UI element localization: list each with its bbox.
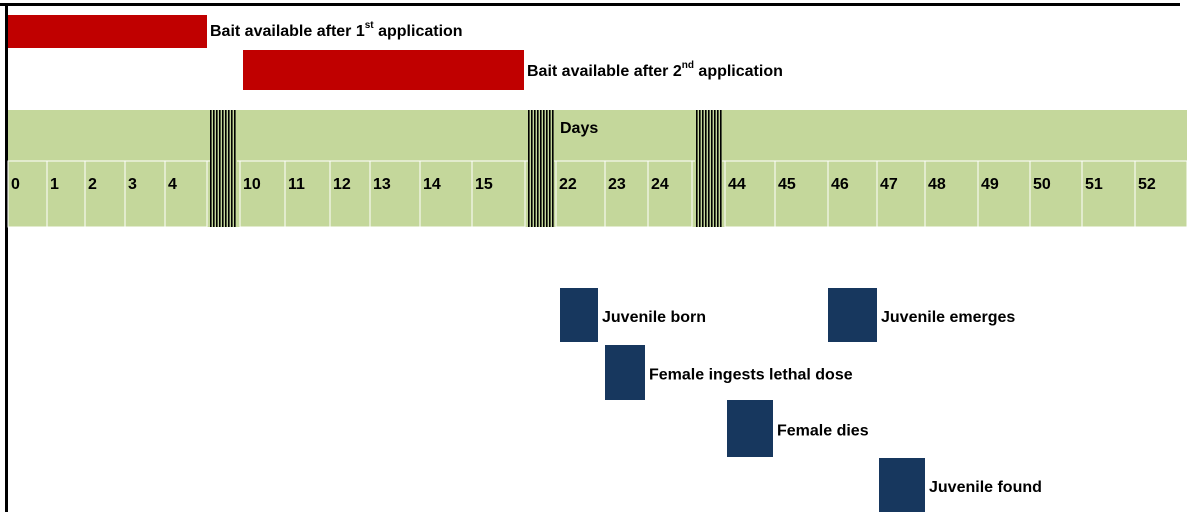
bait-label-main: Bait available after 2 — [527, 63, 682, 80]
day-label: 15 — [475, 176, 493, 193]
event-marker — [879, 458, 925, 512]
bait-label-main: Bait available after 1 — [210, 23, 365, 40]
event-label: Female ingests lethal dose — [649, 367, 853, 384]
event-label: Female dies — [777, 423, 869, 440]
day-label: 51 — [1085, 176, 1103, 193]
event-label: Juvenile found — [929, 479, 1042, 496]
event-marker — [560, 288, 598, 342]
day-label: 22 — [559, 176, 577, 193]
day-label: 0 — [11, 176, 20, 193]
day-label: 50 — [1033, 176, 1051, 193]
left-border — [5, 3, 8, 512]
bait-label-sup: st — [365, 20, 375, 31]
bait-label: Bait available after 2nd application — [527, 60, 783, 81]
events: Juvenile born Juvenile emerges Female inge… — [560, 288, 1042, 512]
day-label: 12 — [333, 176, 351, 193]
time-break — [210, 110, 237, 227]
day-label: 48 — [928, 176, 946, 193]
day-cell — [1134, 160, 1187, 228]
day-label: 2 — [88, 176, 97, 193]
bait-label: Bait available after 1st application — [210, 20, 463, 41]
day-label: 4 — [168, 176, 177, 193]
day-label: 14 — [423, 176, 441, 193]
top-border — [0, 3, 1180, 6]
day-label: 44 — [728, 176, 746, 193]
day-label: 23 — [608, 176, 626, 193]
bait-label-sup: nd — [682, 60, 694, 71]
event-marker — [605, 345, 645, 400]
event-marker — [828, 288, 877, 342]
day-label: 45 — [778, 176, 796, 193]
day-cells: 0 1 2 3 4 10 11 12 13 14 15 22 23 24 44 45 46 47 48 49 50 51 5… — [7, 160, 1187, 228]
days-header: Days — [560, 120, 598, 137]
event-label: Juvenile born — [602, 309, 706, 326]
day-label: 46 — [831, 176, 849, 193]
day-label: 10 — [243, 176, 261, 193]
bait-label-end: application — [374, 23, 463, 40]
days-band — [8, 110, 1187, 227]
day-label: 3 — [128, 176, 137, 193]
day-label: 11 — [288, 176, 305, 193]
day-label: 47 — [880, 176, 898, 193]
day-label: 49 — [981, 176, 999, 193]
day-cell — [471, 160, 526, 228]
day-cell — [647, 160, 693, 228]
time-break — [528, 110, 554, 227]
time-break — [695, 110, 722, 227]
bait-bar — [243, 50, 524, 90]
event-marker — [727, 400, 773, 457]
day-label: 24 — [651, 176, 669, 193]
day-cell — [164, 160, 208, 228]
bait-label-end: application — [694, 63, 783, 80]
bait-bar — [8, 15, 207, 48]
day-label: 52 — [1138, 176, 1156, 193]
event-label: Juvenile emerges — [881, 309, 1015, 326]
day-label: 1 — [50, 176, 59, 193]
day-label: 13 — [373, 176, 391, 193]
